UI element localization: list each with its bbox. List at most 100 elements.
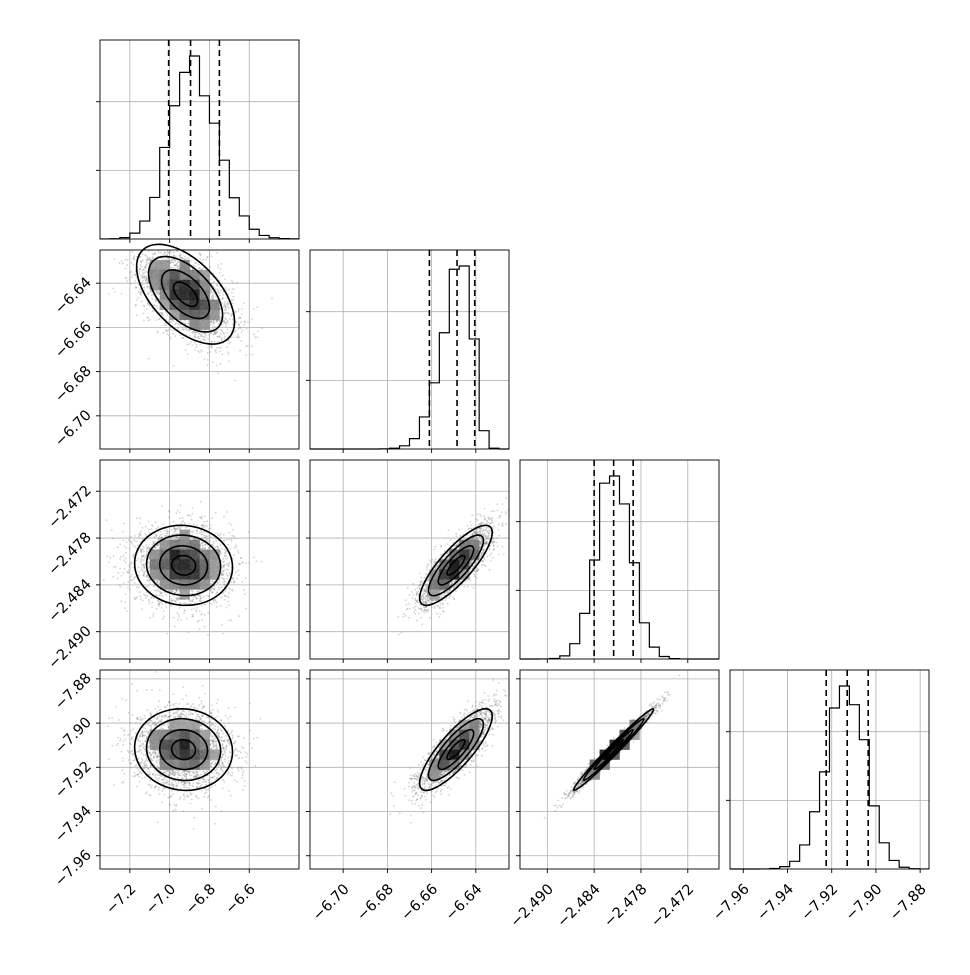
scatter-point [131, 580, 133, 582]
scatter-point [244, 321, 246, 323]
scatter-point [195, 611, 197, 613]
scatter-point [168, 517, 170, 519]
scatter-point [139, 591, 141, 593]
scatter-point [153, 613, 155, 615]
scatter-point [126, 571, 128, 573]
scatter-point [231, 524, 233, 526]
scatter-point [254, 336, 256, 338]
scatter-point [174, 335, 176, 337]
scatter-point [233, 337, 235, 339]
scatter-point [103, 579, 105, 581]
scatter-point [209, 602, 211, 604]
scatter-point [136, 314, 138, 316]
scatter-point [173, 521, 175, 523]
scatter-point [147, 317, 149, 319]
scatter-point [138, 536, 140, 538]
scatter-point [112, 288, 114, 290]
scatter-point [106, 555, 108, 557]
scatter-point [217, 533, 219, 535]
scatter-point [133, 597, 135, 599]
scatter-point [168, 334, 170, 336]
scatter-point [233, 289, 235, 291]
scatter-point [223, 534, 225, 536]
scatter-point [170, 329, 172, 331]
scatter-point [236, 322, 238, 324]
contour-level [119, 227, 252, 362]
scatter-point [142, 527, 144, 529]
scatter-point [126, 264, 128, 266]
scatter-point [113, 566, 115, 568]
scatter-point [131, 274, 133, 276]
scatter-point [135, 305, 137, 307]
scatter-point [178, 616, 180, 618]
scatter-point [204, 525, 206, 527]
scatter-point [210, 351, 212, 353]
scatter-point [220, 537, 222, 539]
scatter-point [117, 546, 119, 548]
scatter-point [219, 347, 221, 349]
scatter-point [180, 523, 182, 525]
scatter-point [230, 342, 232, 344]
scatter-point [132, 251, 134, 253]
scatter-point [140, 530, 142, 532]
scatter-point [242, 329, 244, 331]
scatter-point [152, 525, 154, 527]
scatter-point [223, 592, 225, 594]
scatter-point [204, 626, 206, 628]
scatter-point [191, 609, 193, 611]
scatter-point [122, 263, 124, 265]
scatter-point [227, 601, 229, 603]
scatter-point [179, 518, 181, 520]
y-tick-label: −6.68 [52, 363, 95, 406]
scatter-point [150, 597, 152, 599]
scatter-point [165, 606, 167, 608]
scatter-point [138, 291, 140, 293]
scatter-point [162, 603, 164, 605]
scatter-point [225, 591, 227, 593]
scatter-point [141, 301, 143, 303]
scatter-point [229, 589, 231, 591]
scatter-point [228, 360, 230, 362]
scatter-point [238, 570, 240, 572]
scatter-point [177, 619, 179, 621]
scatter-point [127, 581, 129, 583]
scatter-point [129, 564, 131, 566]
scatter-point [191, 344, 193, 346]
scatter-point [201, 518, 203, 520]
scatter-point [123, 559, 125, 561]
scatter-point [245, 577, 247, 579]
scatter-point [228, 539, 230, 541]
scatter-point [165, 330, 167, 332]
scatter-point [130, 541, 132, 543]
scatter-point [187, 353, 189, 355]
scatter-point [134, 582, 136, 584]
scatter-point [191, 519, 193, 521]
scatter-point [161, 607, 163, 609]
scatter-point [119, 559, 121, 561]
scatter-point [228, 532, 230, 534]
scatter-point [222, 633, 224, 635]
scatter-point [216, 364, 218, 366]
scatter-point [229, 523, 231, 525]
scatter-point [228, 288, 230, 290]
scatter-point [253, 557, 255, 559]
scatter-point [145, 597, 147, 599]
scatter-point [236, 578, 238, 580]
scatter-point [170, 337, 172, 339]
scatter-point [238, 615, 240, 617]
scatter-point [112, 537, 114, 539]
scatter-point [231, 589, 233, 591]
scatter-point [185, 349, 187, 351]
scatter-point [253, 334, 255, 336]
scatter-point [123, 555, 125, 557]
scatter-point [201, 613, 203, 615]
scatter-point [124, 607, 126, 609]
scatter-point [207, 359, 209, 361]
scatter-point [136, 596, 138, 598]
scatter-point [186, 618, 188, 620]
scatter-point [233, 296, 235, 298]
scatter-point [172, 333, 174, 335]
scatter-point [111, 529, 113, 531]
scatter-point [231, 292, 233, 294]
scatter-point [182, 517, 184, 519]
